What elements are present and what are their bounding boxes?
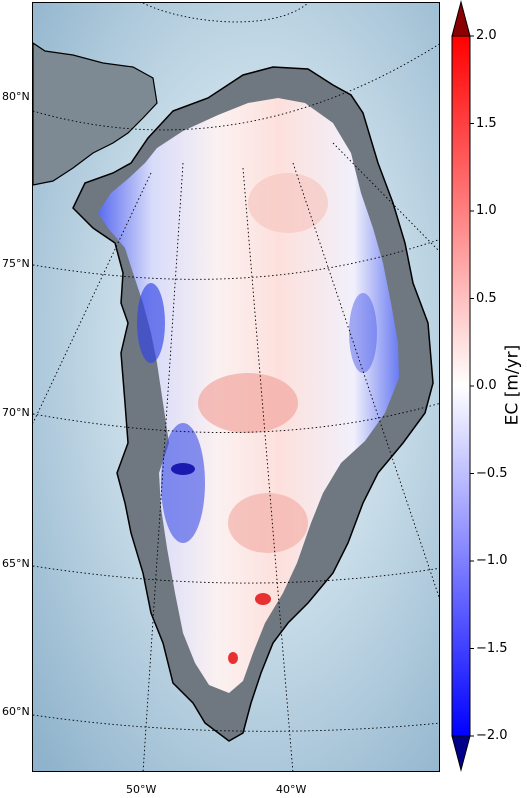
colorbar-extend-max bbox=[451, 0, 471, 37]
ec-blob-red-southeast bbox=[228, 652, 238, 664]
colorbar-tick-label: −1.0 bbox=[476, 553, 508, 568]
latitude-label-60n: 60°N bbox=[2, 705, 30, 718]
ec-blob-red-northeast bbox=[248, 173, 328, 233]
longitude-line-40w bbox=[242, 167, 294, 771]
map-panel bbox=[32, 2, 440, 772]
longitude-line-50w bbox=[142, 162, 184, 771]
latitude-label-70n: 70°N bbox=[2, 406, 30, 419]
colorbar-tick-label: 2.0 bbox=[476, 28, 497, 43]
ec-blob-red-central bbox=[198, 373, 298, 433]
longitude-label-50w: 50°W bbox=[126, 783, 157, 796]
ec-blob-red-south bbox=[228, 493, 308, 553]
colorbar-tick-label: −0.5 bbox=[476, 465, 508, 481]
colorbar-tick-label: 0.5 bbox=[476, 290, 497, 306]
latitude-line-80 bbox=[33, 43, 439, 131]
latitude-label-75n: 75°N bbox=[2, 257, 30, 270]
latitude-label-65n: 65°N bbox=[2, 557, 30, 570]
colorbar-tick-label: 1.5 bbox=[476, 115, 497, 131]
colorbar-gradient bbox=[451, 35, 471, 737]
longitude-line-30w bbox=[292, 162, 439, 599]
ec-blob-darkblue-jakobshavn bbox=[171, 463, 195, 475]
ellesmere-island-coast bbox=[33, 42, 158, 186]
ec-blob-red-southtip bbox=[255, 593, 271, 605]
greenland-map bbox=[33, 3, 439, 771]
colorbar-extend-min bbox=[451, 735, 471, 772]
ec-blob-blue-west bbox=[161, 423, 205, 543]
colorbar-tick-label: −1.5 bbox=[476, 640, 508, 656]
colorbar-tick-label: 0.0 bbox=[476, 378, 497, 393]
ec-blob-blue-east bbox=[349, 293, 377, 373]
latitude-label-80n: 80°N bbox=[2, 90, 30, 103]
colorbar-tick-label: 1.0 bbox=[476, 203, 497, 218]
graticule bbox=[33, 3, 439, 771]
ec-blob-blue-northwest bbox=[137, 283, 165, 363]
longitude-line-20w bbox=[332, 142, 439, 252]
colorbar-title: EC [m/yr] bbox=[502, 344, 523, 426]
longitude-label-40w: 40°W bbox=[276, 783, 307, 796]
colorbar-tick-label: −2.0 bbox=[476, 728, 508, 743]
